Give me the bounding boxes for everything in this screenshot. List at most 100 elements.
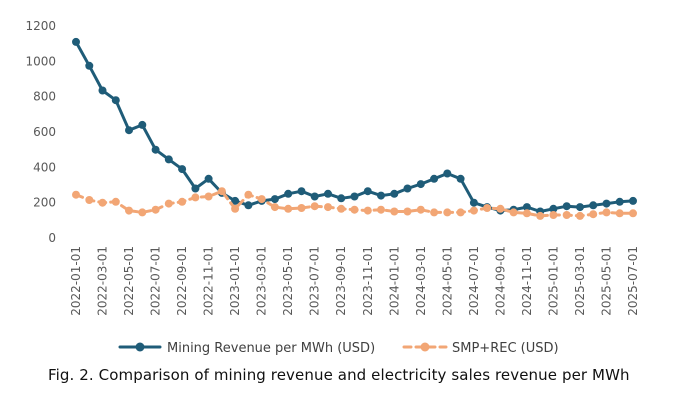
data-point (297, 204, 306, 212)
x-axis: 2022-01-01 2022-03-01 2022-05-01 2022-07-01… (69, 246, 640, 316)
data-point (85, 61, 94, 70)
legend-swatch-marker (135, 342, 145, 352)
data-point (125, 126, 133, 135)
data-point (522, 209, 531, 218)
x-tick-label: 2024-01-01 (387, 246, 401, 316)
data-point (602, 208, 611, 217)
data-point (151, 205, 160, 214)
x-tick-label: 2023-07-01 (308, 246, 322, 316)
data-point (270, 203, 279, 212)
x-tick-label: 2024-09-01 (493, 246, 507, 316)
y-tick-label: 200 (33, 196, 56, 210)
data-point (430, 208, 439, 217)
data-point (443, 169, 452, 178)
data-point (204, 174, 213, 183)
legend-swatch-marker (420, 342, 430, 352)
series-layer (72, 37, 637, 220)
data-point (549, 204, 558, 213)
data-point (509, 208, 518, 217)
legend-item-1: Mining Revenue per MWh (USD) (118, 341, 375, 356)
data-point (337, 194, 346, 203)
data-point (337, 204, 346, 213)
series-2 (72, 187, 637, 220)
x-tick-label: 2024-03-01 (414, 246, 428, 316)
x-tick-label: 2025-07-01 (626, 246, 640, 316)
data-point (178, 165, 187, 174)
data-point (615, 197, 624, 206)
data-point (204, 192, 213, 201)
data-point (576, 203, 584, 212)
data-point (164, 199, 173, 208)
line-chart: 0 200 400 600 800 1000 1200 2022-01-01 2022-03-… (25, 19, 640, 356)
x-tick-label: 2022-11-01 (202, 246, 216, 316)
x-tick-label: 2025-05-01 (599, 246, 613, 316)
data-point (363, 206, 372, 215)
x-tick-label: 2022-03-01 (96, 246, 110, 316)
data-point (350, 192, 359, 201)
data-point (217, 187, 226, 196)
legend-label: Mining Revenue per MWh (USD) (167, 341, 375, 356)
data-point (284, 204, 293, 213)
data-point (469, 206, 478, 215)
x-tick-label: 2022-05-01 (122, 246, 136, 316)
data-point (589, 201, 598, 210)
y-tick-label: 600 (33, 125, 56, 139)
data-point (363, 187, 372, 196)
data-point (443, 208, 452, 217)
data-point (350, 205, 359, 214)
data-point (469, 198, 478, 207)
legend: Mining Revenue per MWh (USD) SMP+REC (USD… (118, 341, 559, 356)
data-point (390, 207, 399, 216)
data-point (85, 196, 94, 204)
data-point (231, 204, 240, 213)
data-point (231, 196, 240, 205)
data-point (403, 207, 412, 216)
data-point (138, 208, 147, 217)
data-point (456, 174, 465, 183)
x-tick-label: 2025-03-01 (573, 246, 587, 316)
data-point (191, 193, 200, 202)
data-point (629, 196, 637, 205)
data-point (416, 205, 425, 214)
data-point (297, 187, 306, 196)
x-tick-label: 2022-07-01 (149, 246, 163, 316)
data-point (589, 210, 598, 219)
data-point (125, 206, 133, 215)
y-axis: 0 200 400 600 800 1000 1200 (25, 19, 56, 245)
x-tick-label: 2024-07-01 (467, 246, 481, 316)
data-point (72, 37, 80, 46)
data-point (576, 211, 584, 220)
x-tick-label: 2023-01-01 (228, 246, 242, 316)
figure-caption: Fig. 2. Comparison of mining revenue and… (48, 366, 630, 384)
data-point (98, 198, 107, 207)
y-tick-label: 0 (48, 231, 56, 245)
data-point (430, 174, 439, 183)
data-point (191, 184, 200, 193)
data-point (98, 86, 107, 95)
data-point (164, 155, 173, 164)
data-point (324, 203, 332, 212)
data-point (111, 96, 120, 105)
data-point (244, 201, 253, 210)
data-point (111, 197, 120, 206)
data-point (151, 145, 160, 154)
data-point (390, 189, 399, 198)
data-point (536, 211, 545, 220)
data-point (270, 195, 279, 204)
data-point (602, 199, 611, 208)
y-tick-label: 1000 (25, 54, 56, 68)
data-point (456, 208, 465, 217)
data-point (72, 190, 80, 199)
data-point (310, 202, 319, 211)
x-tick-label: 2024-05-01 (440, 246, 454, 316)
data-point (377, 191, 385, 200)
data-point (403, 184, 412, 193)
x-tick-label: 2023-09-01 (334, 246, 348, 316)
data-point (562, 211, 571, 219)
data-point (324, 189, 332, 198)
data-point (416, 180, 425, 189)
data-point (496, 204, 505, 213)
data-point (138, 120, 147, 129)
x-tick-label: 2025-01-01 (546, 246, 560, 316)
data-point (310, 192, 319, 201)
